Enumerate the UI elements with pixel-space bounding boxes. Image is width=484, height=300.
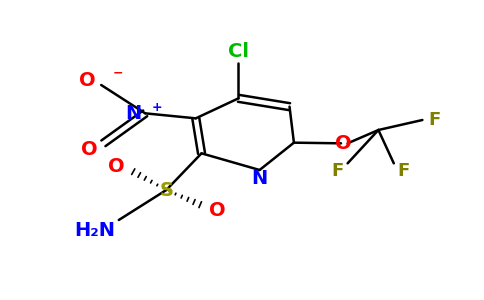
Text: O: O [107, 157, 124, 175]
Text: F: F [332, 162, 344, 180]
Text: S: S [159, 181, 173, 200]
Text: +: + [151, 101, 162, 114]
Text: Cl: Cl [228, 42, 249, 61]
Text: F: F [428, 111, 440, 129]
Text: F: F [398, 162, 410, 180]
Text: −: − [113, 67, 124, 80]
Text: N: N [125, 104, 141, 123]
Text: O: O [81, 140, 97, 159]
Text: N: N [252, 169, 268, 188]
Text: O: O [209, 200, 226, 220]
Text: H₂N: H₂N [74, 220, 115, 239]
Text: O: O [335, 134, 351, 153]
Text: O: O [78, 71, 95, 91]
